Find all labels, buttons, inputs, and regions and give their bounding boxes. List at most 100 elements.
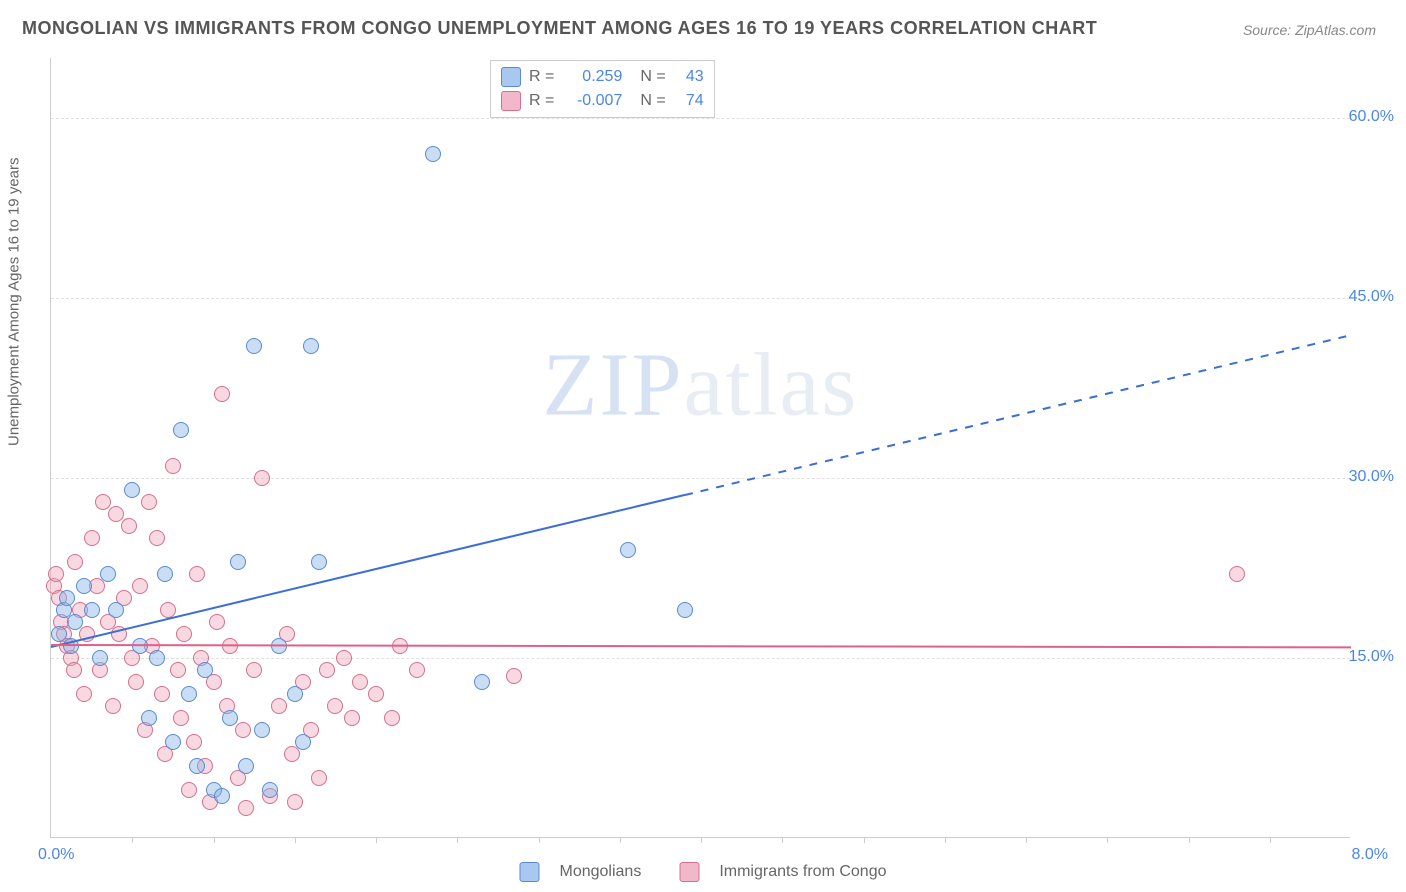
scatter-point xyxy=(1229,566,1245,582)
scatter-point xyxy=(154,686,170,702)
x-minor-tick xyxy=(457,837,458,843)
gridline xyxy=(51,658,1350,659)
scatter-point xyxy=(409,662,425,678)
x-minor-tick xyxy=(295,837,296,843)
n-value-blue: 43 xyxy=(674,68,704,86)
scatter-point xyxy=(121,518,137,534)
x-minor-tick xyxy=(701,837,702,843)
scatter-point xyxy=(48,566,64,582)
scatter-point xyxy=(189,566,205,582)
r-value-blue: 0.259 xyxy=(562,68,622,86)
scatter-point xyxy=(238,800,254,816)
scatter-point xyxy=(677,602,693,618)
scatter-point xyxy=(67,614,83,630)
chart-title: MONGOLIAN VS IMMIGRANTS FROM CONGO UNEMP… xyxy=(22,18,1097,39)
scatter-point xyxy=(295,734,311,750)
scatter-point xyxy=(271,698,287,714)
scatter-point xyxy=(214,386,230,402)
scatter-point xyxy=(311,554,327,570)
x-minor-tick xyxy=(214,837,215,843)
scatter-point xyxy=(181,782,197,798)
scatter-point xyxy=(173,710,189,726)
scatter-point xyxy=(336,650,352,666)
scatter-point xyxy=(474,674,490,690)
x-tick-label: 8.0% xyxy=(1352,846,1388,864)
x-minor-tick xyxy=(1270,837,1271,843)
scatter-point xyxy=(620,542,636,558)
scatter-point xyxy=(149,650,165,666)
scatter-point xyxy=(76,686,92,702)
x-minor-tick xyxy=(782,837,783,843)
scatter-point xyxy=(425,146,441,162)
scatter-point xyxy=(214,788,230,804)
scatter-point xyxy=(209,614,225,630)
r-value-pink: -0.007 xyxy=(562,92,622,110)
trend-line xyxy=(685,334,1352,496)
scatter-point xyxy=(311,770,327,786)
x-minor-tick xyxy=(620,837,621,843)
gridline xyxy=(51,118,1350,119)
legend-row-pink: R = -0.007 N = 74 xyxy=(501,89,704,113)
scatter-point xyxy=(384,710,400,726)
scatter-point xyxy=(246,338,262,354)
y-tick-label: 15.0% xyxy=(1349,648,1394,666)
x-tick-label: 0.0% xyxy=(38,846,74,864)
scatter-point xyxy=(303,338,319,354)
scatter-point xyxy=(506,668,522,684)
gridline xyxy=(51,298,1350,299)
scatter-point xyxy=(181,686,197,702)
scatter-point xyxy=(262,782,278,798)
scatter-point xyxy=(59,590,75,606)
scatter-point xyxy=(230,554,246,570)
scatter-point xyxy=(344,710,360,726)
scatter-point xyxy=(254,722,270,738)
scatter-point xyxy=(246,662,262,678)
scatter-point xyxy=(141,494,157,510)
scatter-point xyxy=(124,482,140,498)
scatter-point xyxy=(100,566,116,582)
x-minor-tick xyxy=(945,837,946,843)
x-minor-tick xyxy=(1189,837,1190,843)
scatter-point xyxy=(319,662,335,678)
source-attribution: Source: ZipAtlas.com xyxy=(1243,22,1376,38)
watermark: ZIPatlas xyxy=(543,334,859,437)
legend-row-blue: R = 0.259 N = 43 xyxy=(501,65,704,89)
swatch-icon xyxy=(501,67,521,87)
scatter-point xyxy=(197,662,213,678)
scatter-point xyxy=(165,458,181,474)
gridline xyxy=(51,478,1350,479)
scatter-point xyxy=(327,698,343,714)
x-minor-tick xyxy=(1026,837,1027,843)
scatter-point xyxy=(222,710,238,726)
x-minor-tick xyxy=(376,837,377,843)
scatter-point xyxy=(66,662,82,678)
scatter-point xyxy=(189,758,205,774)
series-legend: Mongolians Immigrants from Congo xyxy=(520,862,887,882)
trend-line xyxy=(51,644,1351,648)
scatter-point xyxy=(238,758,254,774)
scatter-point xyxy=(254,470,270,486)
x-minor-tick xyxy=(132,837,133,843)
trend-line xyxy=(51,494,685,648)
scatter-point xyxy=(165,734,181,750)
scatter-point xyxy=(108,602,124,618)
scatter-point xyxy=(141,710,157,726)
scatter-point xyxy=(287,686,303,702)
scatter-point xyxy=(368,686,384,702)
scatter-point xyxy=(132,578,148,594)
scatter-point xyxy=(128,674,144,690)
scatter-chart: ZIPatlas xyxy=(50,58,1350,838)
swatch-icon xyxy=(501,91,521,111)
scatter-point xyxy=(157,566,173,582)
x-minor-tick xyxy=(539,837,540,843)
legend-label-blue: Mongolians xyxy=(560,863,642,881)
scatter-point xyxy=(84,530,100,546)
scatter-point xyxy=(92,650,108,666)
correlation-legend: R = 0.259 N = 43 R = -0.007 N = 74 xyxy=(490,60,715,118)
x-minor-tick xyxy=(864,837,865,843)
scatter-point xyxy=(287,794,303,810)
legend-label-pink: Immigrants from Congo xyxy=(719,863,886,881)
swatch-icon xyxy=(520,862,540,882)
scatter-point xyxy=(108,506,124,522)
scatter-point xyxy=(76,578,92,594)
